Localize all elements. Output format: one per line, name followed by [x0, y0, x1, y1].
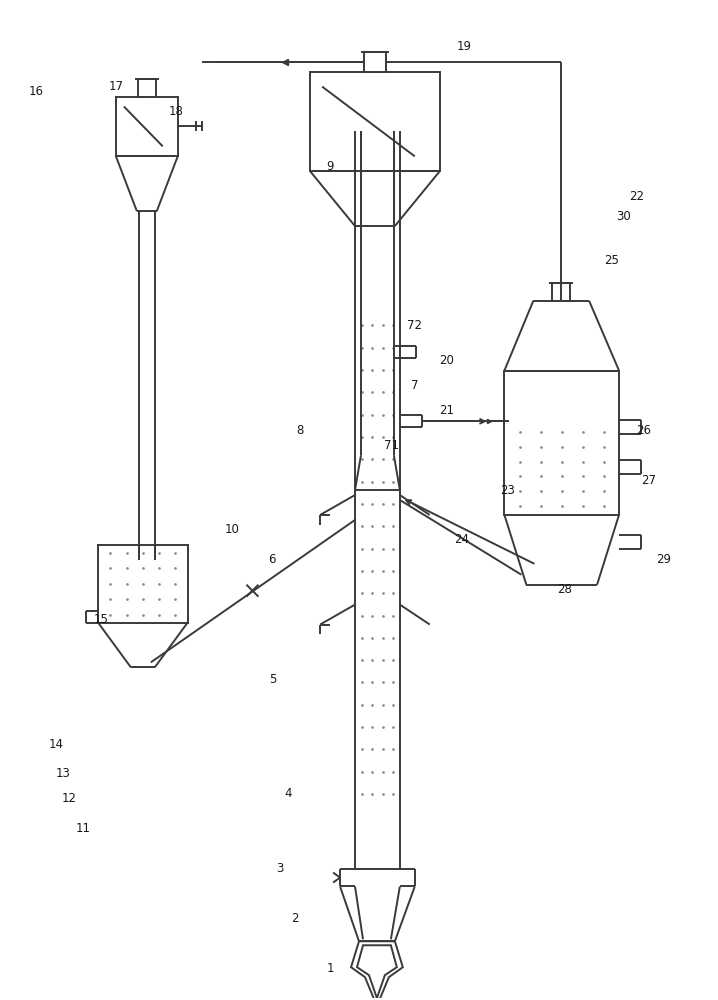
Text: 6: 6: [269, 553, 276, 566]
Text: 28: 28: [556, 583, 572, 596]
Bar: [552, 283, 570, 301]
Text: 21: 21: [439, 404, 454, 417]
Text: 72: 72: [407, 319, 422, 332]
Bar: [116, 97, 177, 156]
Text: 13: 13: [56, 767, 70, 780]
Bar: [505, 371, 619, 515]
Text: 14: 14: [49, 738, 64, 751]
Text: 5: 5: [269, 673, 276, 686]
Text: 26: 26: [636, 424, 651, 437]
Text: 24: 24: [454, 533, 469, 546]
Bar: [98, 545, 187, 623]
Text: 3: 3: [276, 862, 284, 875]
Text: 22: 22: [630, 190, 645, 203]
Text: 4: 4: [284, 787, 292, 800]
Text: 19: 19: [457, 40, 472, 53]
Polygon shape: [351, 941, 403, 1000]
Text: 29: 29: [656, 553, 671, 566]
Text: 27: 27: [641, 474, 656, 487]
Text: 12: 12: [62, 792, 77, 805]
Text: 15: 15: [93, 613, 108, 626]
Text: 25: 25: [605, 254, 620, 267]
Text: 8: 8: [297, 424, 304, 437]
Text: 1: 1: [327, 962, 334, 975]
Text: 2: 2: [292, 912, 299, 925]
Text: 10: 10: [225, 523, 240, 536]
Text: 71: 71: [384, 439, 399, 452]
Text: 18: 18: [168, 105, 183, 118]
Bar: [138, 79, 156, 97]
Text: 11: 11: [75, 822, 90, 835]
Text: 30: 30: [617, 210, 631, 223]
Text: 17: 17: [108, 80, 123, 93]
Bar: [310, 72, 439, 171]
Text: 23: 23: [500, 484, 515, 497]
Text: 20: 20: [439, 354, 454, 367]
Text: 9: 9: [327, 160, 334, 173]
Bar: [364, 52, 386, 72]
Polygon shape: [357, 945, 397, 998]
Text: 16: 16: [29, 85, 44, 98]
Text: 7: 7: [411, 379, 419, 392]
